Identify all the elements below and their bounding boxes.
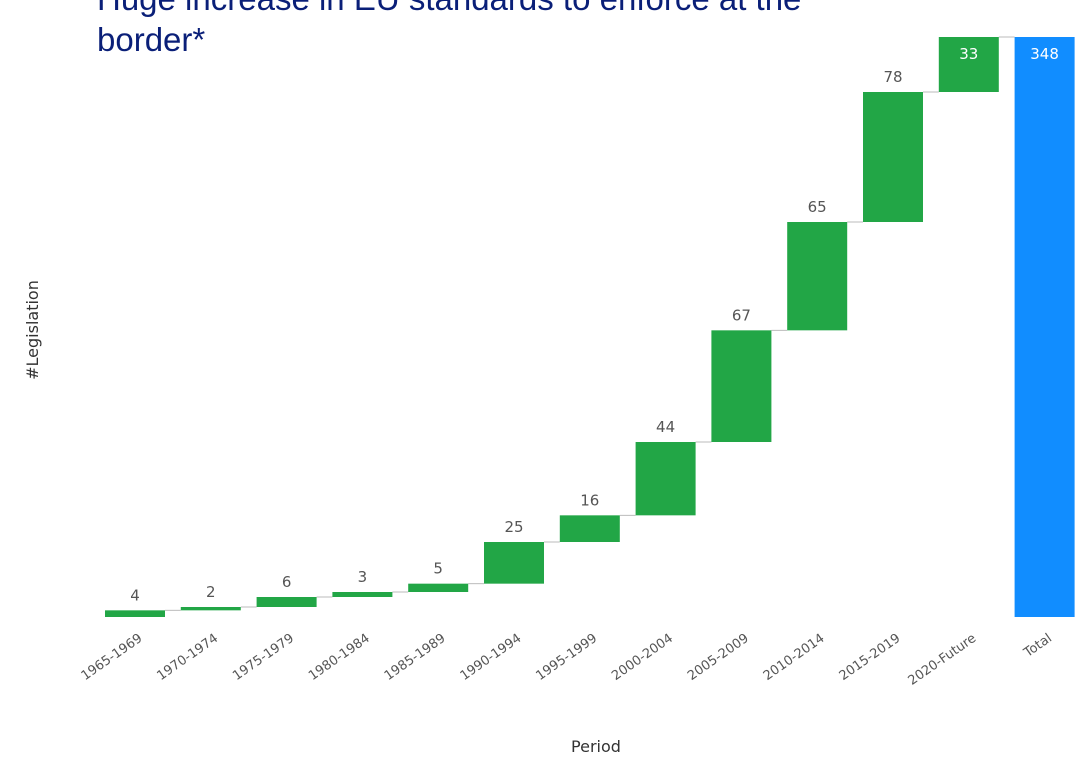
x-tick-label: 2010-2014 <box>761 631 828 684</box>
x-tick-label: 1995-1999 <box>533 631 600 684</box>
value-label: 67 <box>732 306 751 324</box>
chart-title: Huge increase in EU standards to enforce… <box>97 0 801 58</box>
bar-1990-1994[interactable] <box>484 542 544 584</box>
bar-1985-1989[interactable] <box>408 583 469 592</box>
x-tick-label: Total <box>1021 631 1055 661</box>
value-label: 78 <box>883 68 902 86</box>
x-tick-label: 1990-1994 <box>458 631 525 684</box>
value-label: 16 <box>580 491 599 509</box>
bar-2015-2019[interactable] <box>863 92 923 222</box>
value-label: 5 <box>433 560 443 578</box>
x-tick-label: 1970-1974 <box>154 631 221 684</box>
x-tick-label: 2005-2009 <box>685 631 752 684</box>
x-tick-label: 1980-1984 <box>306 631 373 684</box>
value-labels: 4 2 6 3 5 25 16 44 67 65 78 33 348 <box>130 45 1059 604</box>
bar-2020-Future[interactable] <box>938 37 999 92</box>
value-label: 4 <box>130 586 140 604</box>
bar-1965-1969[interactable] <box>105 610 165 617</box>
x-tick-labels: 1965-1969 1970-1974 1975-1979 1980-1984 1985… <box>79 631 1055 689</box>
bar-1975-1979[interactable] <box>256 597 317 607</box>
value-label: 348 <box>1030 45 1059 63</box>
bar-2000-2004[interactable] <box>635 442 696 516</box>
value-label: 6 <box>282 573 292 591</box>
connector-lines <box>165 36 1015 611</box>
x-tick-label: 1965-1969 <box>79 631 146 684</box>
value-label: 44 <box>656 418 675 436</box>
value-label: 65 <box>808 198 827 216</box>
bar-1995-1999[interactable] <box>559 515 620 542</box>
value-label: 3 <box>358 568 368 586</box>
bar-2005-2009[interactable] <box>711 330 772 442</box>
x-tick-label: 1975-1979 <box>230 631 297 684</box>
x-axis-title: Period <box>571 737 621 756</box>
x-tick-label: 1985-1989 <box>382 631 449 684</box>
bar-Total[interactable] <box>1014 37 1075 617</box>
value-label: 33 <box>959 45 978 63</box>
x-tick-label: 2015-2019 <box>837 631 904 684</box>
bar-1980-1984[interactable] <box>332 592 393 597</box>
x-tick-label: 2000-2004 <box>609 631 676 684</box>
bar-2010-2014[interactable] <box>787 222 848 331</box>
bars <box>105 37 1075 617</box>
y-axis-title: #Legislation <box>23 280 42 380</box>
value-label: 25 <box>504 518 523 536</box>
bar-1970-1974[interactable] <box>180 607 241 611</box>
x-tick-label: 2020-Future <box>906 631 979 689</box>
value-label: 2 <box>206 583 216 601</box>
